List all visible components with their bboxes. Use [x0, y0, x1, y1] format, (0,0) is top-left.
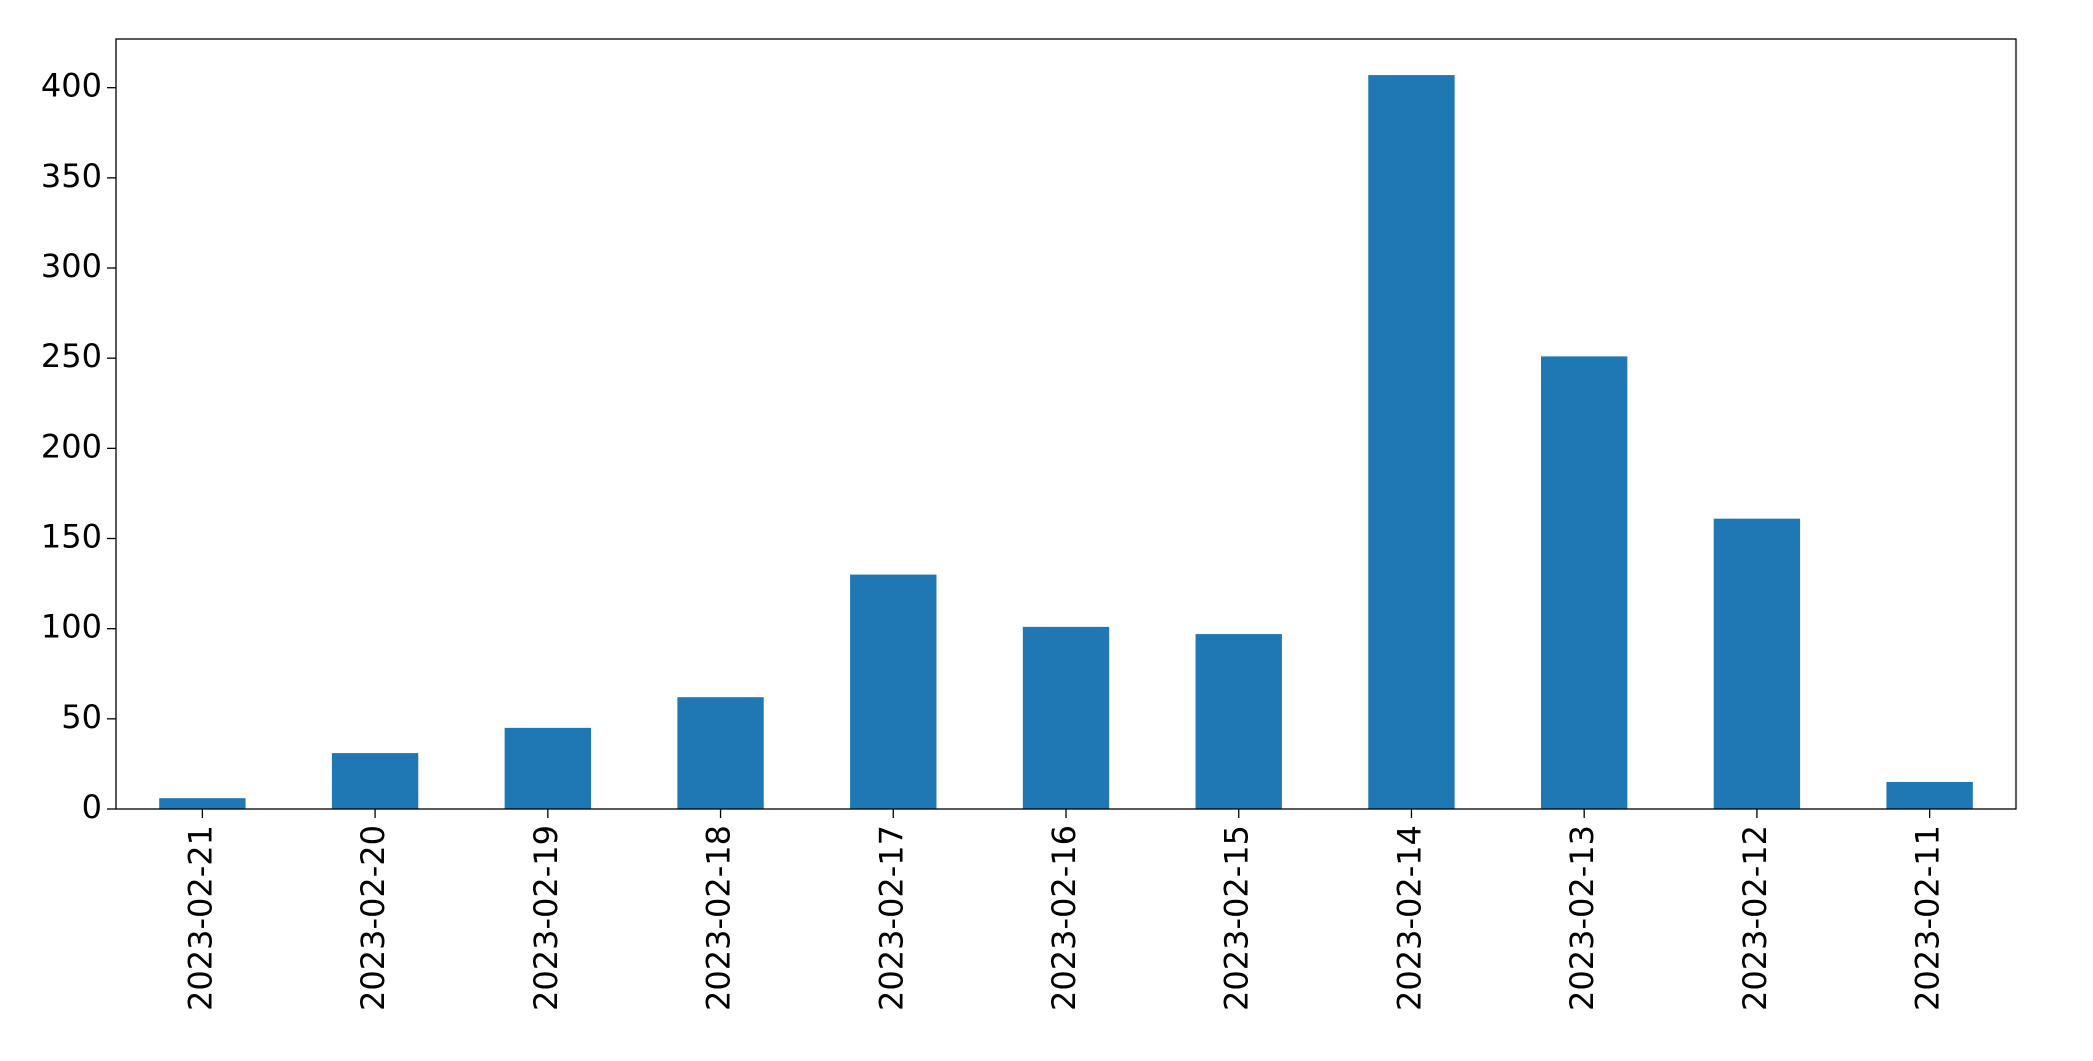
bar: [504, 727, 591, 809]
x-tick-label: 2023-02-15: [1218, 825, 1256, 1011]
bar: [1541, 356, 1628, 809]
bar: [1022, 626, 1110, 809]
bar: [677, 697, 764, 809]
x-tick-label: 2023-02-18: [700, 825, 738, 1011]
bar: [159, 798, 246, 809]
bar: [1713, 518, 1801, 809]
bar: [1368, 75, 1455, 810]
bar: [1886, 781, 1973, 809]
y-tick-label: 0: [82, 788, 102, 826]
bar: [331, 753, 419, 809]
x-tick-label: 2023-02-16: [1045, 825, 1083, 1011]
y-tick-label: 350: [41, 157, 102, 195]
x-tick-label: 2023-02-13: [1563, 825, 1601, 1011]
x-tick-label: 2023-02-17: [872, 825, 910, 1011]
x-tick-label: 2023-02-14: [1390, 825, 1428, 1011]
x-tick-label: 2023-02-20: [354, 825, 392, 1011]
y-tick-label: 300: [41, 247, 102, 285]
x-tick-label: 2023-02-19: [527, 825, 565, 1011]
x-tick-label: 2023-02-21: [181, 825, 219, 1011]
y-tick-label: 400: [41, 67, 102, 105]
y-tick-label: 250: [41, 337, 102, 375]
bar: [1195, 634, 1282, 809]
y-tick-label: 50: [61, 698, 102, 736]
axes-frame: [115, 38, 2017, 810]
x-tick-label: 2023-02-12: [1736, 825, 1774, 1011]
y-tick-label: 100: [41, 608, 102, 646]
y-tick-label: 200: [41, 427, 102, 465]
y-tick-label: 150: [41, 518, 102, 556]
bar: [850, 574, 937, 809]
x-tick-label: 2023-02-11: [1909, 825, 1947, 1011]
